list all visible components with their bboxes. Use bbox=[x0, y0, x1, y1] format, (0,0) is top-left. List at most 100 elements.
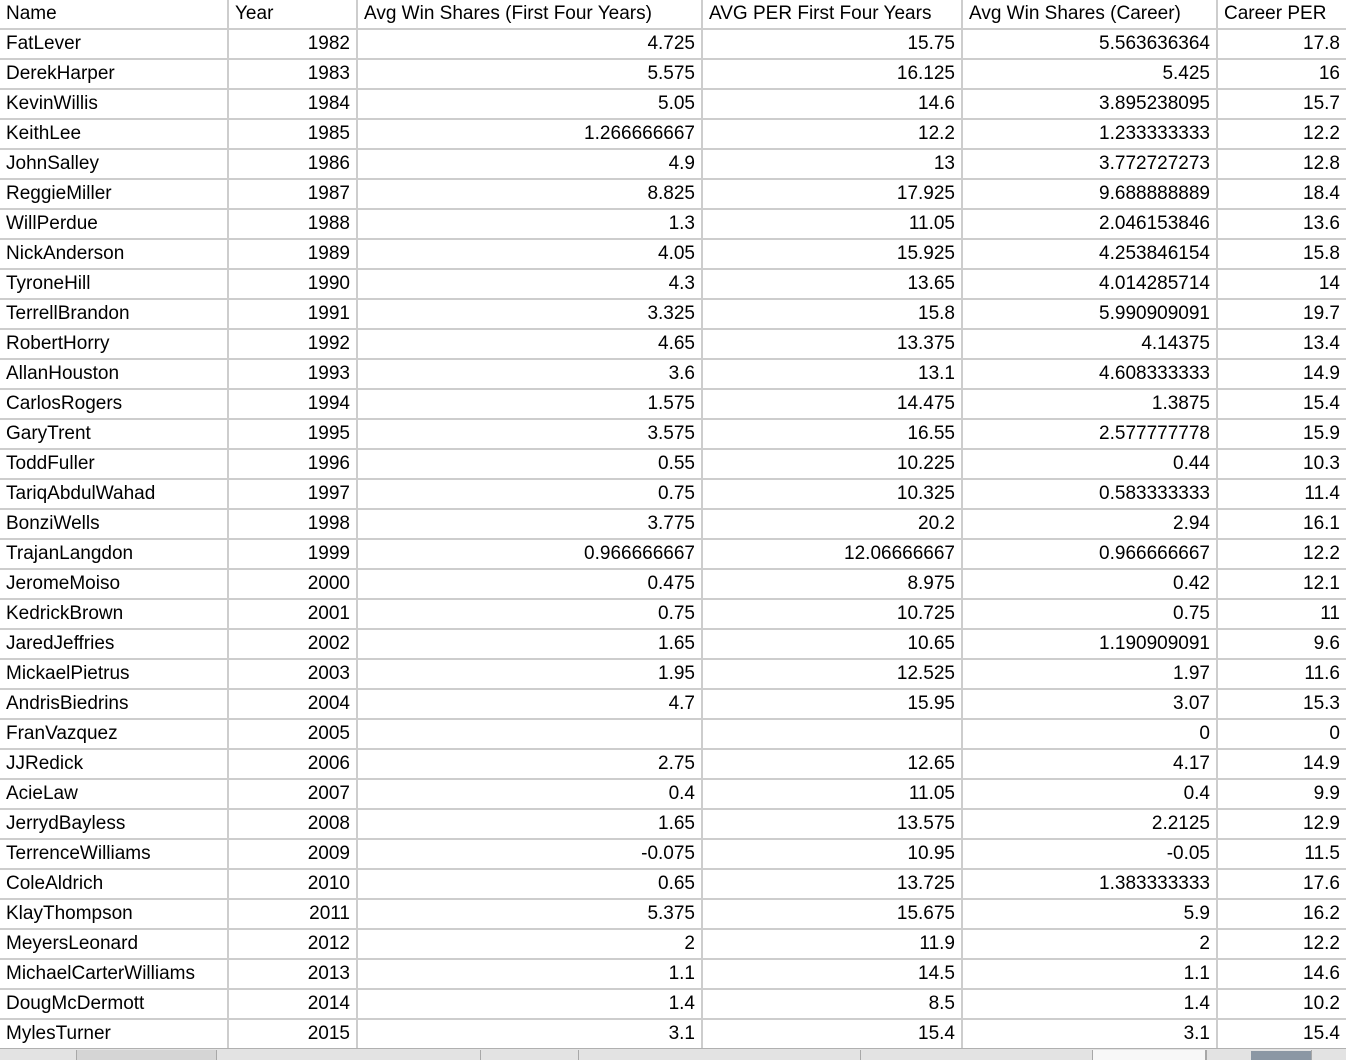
cell-ws_career[interactable]: 3.772727273 bbox=[963, 150, 1218, 180]
cell-ws_first4[interactable]: 4.65 bbox=[358, 330, 703, 360]
cell-per_career[interactable]: 9.6 bbox=[1218, 630, 1346, 660]
cell-name[interactable]: JeromeMoiso bbox=[0, 570, 229, 600]
cell-per_first4[interactable]: 15.675 bbox=[703, 900, 963, 930]
cell-year[interactable]: 2001 bbox=[229, 600, 358, 630]
sheet-tab[interactable] bbox=[480, 1050, 578, 1060]
cell-year[interactable]: 2009 bbox=[229, 840, 358, 870]
cell-per_career[interactable]: 16.2 bbox=[1218, 900, 1346, 930]
cell-year[interactable]: 1989 bbox=[229, 240, 358, 270]
cell-year[interactable]: 1988 bbox=[229, 210, 358, 240]
sheet-tab[interactable] bbox=[76, 1050, 216, 1060]
cell-per_career[interactable]: 13.6 bbox=[1218, 210, 1346, 240]
cell-ws_first4[interactable]: 1.266666667 bbox=[358, 120, 703, 150]
cell-per_first4[interactable]: 10.225 bbox=[703, 450, 963, 480]
cell-ws_first4[interactable]: 8.825 bbox=[358, 180, 703, 210]
cell-ws_first4[interactable]: 1.575 bbox=[358, 390, 703, 420]
cell-year[interactable]: 2003 bbox=[229, 660, 358, 690]
cell-year[interactable]: 1998 bbox=[229, 510, 358, 540]
cell-year[interactable]: 1984 bbox=[229, 90, 358, 120]
cell-year[interactable]: 1997 bbox=[229, 480, 358, 510]
cell-ws_career[interactable]: 9.688888889 bbox=[963, 180, 1218, 210]
cell-ws_career[interactable]: -0.05 bbox=[963, 840, 1218, 870]
cell-year[interactable]: 1987 bbox=[229, 180, 358, 210]
sheet-tab[interactable] bbox=[1311, 1050, 1346, 1060]
cell-ws_first4[interactable] bbox=[358, 720, 703, 750]
cell-per_career[interactable]: 18.4 bbox=[1218, 180, 1346, 210]
cell-per_first4[interactable]: 14.6 bbox=[703, 90, 963, 120]
cell-name[interactable]: ColeAldrich bbox=[0, 870, 229, 900]
cell-ws_career[interactable]: 4.17 bbox=[963, 750, 1218, 780]
cell-ws_first4[interactable]: 3.1 bbox=[358, 1020, 703, 1050]
cell-ws_career[interactable]: 5.563636364 bbox=[963, 30, 1218, 60]
cell-ws_career[interactable]: 1.97 bbox=[963, 660, 1218, 690]
cell-name[interactable]: TerrenceWilliams bbox=[0, 840, 229, 870]
cell-per_first4[interactable]: 13.375 bbox=[703, 330, 963, 360]
cell-year[interactable]: 1990 bbox=[229, 270, 358, 300]
cell-ws_career[interactable]: 2.046153846 bbox=[963, 210, 1218, 240]
cell-name[interactable]: AcieLaw bbox=[0, 780, 229, 810]
cell-per_first4[interactable]: 11.05 bbox=[703, 210, 963, 240]
cell-name[interactable]: KeithLee bbox=[0, 120, 229, 150]
cell-per_career[interactable]: 11.5 bbox=[1218, 840, 1346, 870]
cell-name[interactable]: NickAnderson bbox=[0, 240, 229, 270]
cell-per_first4[interactable]: 13.65 bbox=[703, 270, 963, 300]
cell-ws_first4[interactable]: 0.4 bbox=[358, 780, 703, 810]
cell-per_career[interactable]: 12.1 bbox=[1218, 570, 1346, 600]
cell-per_first4[interactable]: 12.2 bbox=[703, 120, 963, 150]
sheet-tab-active[interactable] bbox=[1092, 1050, 1206, 1060]
cell-per_first4[interactable]: 16.125 bbox=[703, 60, 963, 90]
cell-ws_career[interactable]: 3.07 bbox=[963, 690, 1218, 720]
cell-ws_first4[interactable]: 4.9 bbox=[358, 150, 703, 180]
cell-per_career[interactable]: 17.6 bbox=[1218, 870, 1346, 900]
cell-per_career[interactable]: 11.4 bbox=[1218, 480, 1346, 510]
cell-ws_career[interactable]: 4.14375 bbox=[963, 330, 1218, 360]
cell-per_career[interactable]: 14 bbox=[1218, 270, 1346, 300]
cell-ws_career[interactable]: 0.4 bbox=[963, 780, 1218, 810]
cell-per_first4[interactable]: 15.925 bbox=[703, 240, 963, 270]
cell-ws_first4[interactable]: 3.325 bbox=[358, 300, 703, 330]
cell-per_career[interactable]: 15.9 bbox=[1218, 420, 1346, 450]
cell-ws_career[interactable]: 0.42 bbox=[963, 570, 1218, 600]
cell-year[interactable]: 2008 bbox=[229, 810, 358, 840]
cell-ws_career[interactable]: 1.1 bbox=[963, 960, 1218, 990]
cell-name[interactable]: DerekHarper bbox=[0, 60, 229, 90]
cell-ws_career[interactable]: 5.990909091 bbox=[963, 300, 1218, 330]
cell-per_first4[interactable]: 11.9 bbox=[703, 930, 963, 960]
cell-name[interactable]: TyroneHill bbox=[0, 270, 229, 300]
cell-per_first4[interactable]: 15.4 bbox=[703, 1020, 963, 1050]
cell-year[interactable]: 2015 bbox=[229, 1020, 358, 1050]
cell-ws_career[interactable]: 0.583333333 bbox=[963, 480, 1218, 510]
cell-name[interactable]: JerrydBayless bbox=[0, 810, 229, 840]
column-header-ws-career[interactable]: Avg Win Shares (Career) bbox=[963, 0, 1218, 30]
cell-per_first4[interactable]: 13.1 bbox=[703, 360, 963, 390]
cell-per_first4[interactable]: 11.05 bbox=[703, 780, 963, 810]
sheet-tab[interactable] bbox=[216, 1050, 480, 1060]
cell-per_first4[interactable]: 16.55 bbox=[703, 420, 963, 450]
column-header-per-first4[interactable]: AVG PER First Four Years bbox=[703, 0, 963, 30]
cell-ws_first4[interactable]: 1.95 bbox=[358, 660, 703, 690]
cell-year[interactable]: 1999 bbox=[229, 540, 358, 570]
cell-ws_career[interactable]: 3.895238095 bbox=[963, 90, 1218, 120]
cell-ws_first4[interactable]: 4.725 bbox=[358, 30, 703, 60]
column-header-year[interactable]: Year bbox=[229, 0, 358, 30]
cell-ws_career[interactable]: 0.966666667 bbox=[963, 540, 1218, 570]
cell-name[interactable]: KevinWillis bbox=[0, 90, 229, 120]
cell-ws_first4[interactable]: 0.475 bbox=[358, 570, 703, 600]
cell-per_career[interactable]: 15.4 bbox=[1218, 390, 1346, 420]
cell-ws_career[interactable]: 2.577777778 bbox=[963, 420, 1218, 450]
cell-per_career[interactable]: 12.2 bbox=[1218, 540, 1346, 570]
sheet-tab[interactable] bbox=[578, 1050, 860, 1060]
cell-ws_first4[interactable]: 2.75 bbox=[358, 750, 703, 780]
cell-per_first4[interactable]: 13 bbox=[703, 150, 963, 180]
cell-ws_first4[interactable]: 2 bbox=[358, 930, 703, 960]
cell-name[interactable]: MeyersLeonard bbox=[0, 930, 229, 960]
cell-ws_first4[interactable]: 0.65 bbox=[358, 870, 703, 900]
cell-year[interactable]: 1994 bbox=[229, 390, 358, 420]
cell-ws_first4[interactable]: 3.6 bbox=[358, 360, 703, 390]
cell-ws_career[interactable]: 1.383333333 bbox=[963, 870, 1218, 900]
cell-ws_first4[interactable]: 0.966666667 bbox=[358, 540, 703, 570]
cell-ws_career[interactable]: 5.9 bbox=[963, 900, 1218, 930]
cell-year[interactable]: 1993 bbox=[229, 360, 358, 390]
cell-per_first4[interactable]: 8.975 bbox=[703, 570, 963, 600]
cell-ws_first4[interactable]: 1.3 bbox=[358, 210, 703, 240]
